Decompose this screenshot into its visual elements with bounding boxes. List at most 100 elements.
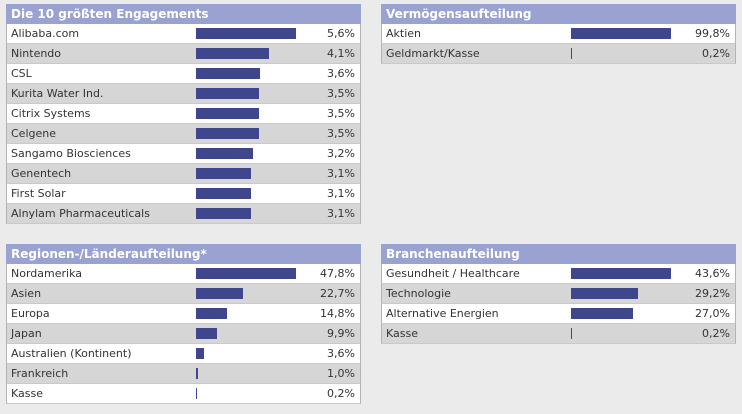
item-label: Australien (Kontinent) <box>11 347 132 360</box>
percent-bar <box>196 48 269 59</box>
percent-value: 3,6% <box>327 347 355 360</box>
item-label: Kasse <box>11 387 43 400</box>
percent-bar <box>196 368 198 379</box>
item-label: Japan <box>11 327 42 340</box>
list-item: Technologie 29,2% <box>381 284 736 304</box>
percent-value: 22,7% <box>320 287 355 300</box>
panel-top-holdings: Die 10 größten Engagements Alibaba.com 5,… <box>6 4 361 224</box>
list-item: CSL 3,6% <box>6 64 361 84</box>
item-label: Genentech <box>11 167 72 180</box>
list-item: First Solar 3,1% <box>6 184 361 204</box>
item-label: Alibaba.com <box>11 27 80 40</box>
percent-value: 3,5% <box>327 107 355 120</box>
item-label: Europa <box>11 307 50 320</box>
list-item: Genentech 3,1% <box>6 164 361 184</box>
list-item: Kasse 0,2% <box>381 324 736 344</box>
item-label: Sangamo Biosciences <box>11 147 131 160</box>
list-item: Nordamerika 47,8% <box>6 264 361 284</box>
percent-value: 3,1% <box>327 187 355 200</box>
list-item: Gesundheit / Healthcare 43,6% <box>381 264 736 284</box>
item-label: Nintendo <box>11 47 62 60</box>
percent-value: 47,8% <box>320 267 355 280</box>
percent-bar <box>196 328 217 339</box>
list-item: Asien 22,7% <box>6 284 361 304</box>
panel-title: Regionen-/Länderaufteilung* <box>6 244 361 264</box>
panel-rows: Aktien 99,8% Geldmarkt/Kasse 0,2% <box>381 24 736 64</box>
percent-bar <box>196 348 204 359</box>
percent-value: 0,2% <box>702 47 730 60</box>
percent-bar <box>196 68 260 79</box>
list-item: Alnylam Pharmaceuticals 3,1% <box>6 204 361 224</box>
panel-rows: Alibaba.com 5,6% Nintendo 4,1% CSL 3,6% Kurita… <box>6 24 361 224</box>
item-label: Gesundheit / Healthcare <box>386 267 520 280</box>
list-item: Alibaba.com 5,6% <box>6 24 361 44</box>
item-label: Asien <box>11 287 42 300</box>
percent-bar <box>571 28 671 39</box>
percent-value: 3,2% <box>327 147 355 160</box>
percent-bar <box>571 288 638 299</box>
list-item: Nintendo 4,1% <box>6 44 361 64</box>
panel-rows: Gesundheit / Healthcare 43,6% Technologie 2… <box>381 264 736 344</box>
list-item: Citrix Systems 3,5% <box>6 104 361 124</box>
list-item: Aktien 99,8% <box>381 24 736 44</box>
list-item: Sangamo Biosciences 3,2% <box>6 144 361 164</box>
item-label: Nordamerika <box>11 267 82 280</box>
list-item: Celgene 3,5% <box>6 124 361 144</box>
percent-bar <box>196 148 253 159</box>
panel-title: Branchenaufteilung <box>381 244 736 264</box>
percent-bar <box>571 308 633 319</box>
percent-bar <box>196 188 251 199</box>
percent-bar <box>196 128 259 139</box>
percent-bar <box>196 268 296 279</box>
item-label: First Solar <box>11 187 66 200</box>
percent-value: 0,2% <box>327 387 355 400</box>
panel-title: Vermögensaufteilung <box>381 4 736 24</box>
item-label: Celgene <box>11 127 56 140</box>
item-label: Alnylam Pharmaceuticals <box>11 207 150 220</box>
percent-bar <box>571 48 572 59</box>
item-label: Frankreich <box>11 367 69 380</box>
percent-bar <box>196 388 197 399</box>
percent-bar <box>196 88 259 99</box>
item-label: Citrix Systems <box>11 107 91 120</box>
percent-bar <box>196 28 296 39</box>
percent-value: 3,5% <box>327 87 355 100</box>
percent-bar <box>196 108 259 119</box>
percent-value: 9,9% <box>327 327 355 340</box>
percent-value: 0,2% <box>702 327 730 340</box>
percent-value: 14,8% <box>320 307 355 320</box>
percent-value: 3,6% <box>327 67 355 80</box>
percent-value: 3,1% <box>327 207 355 220</box>
list-item: Japan 9,9% <box>6 324 361 344</box>
percent-bar <box>196 288 243 299</box>
percent-bar <box>196 168 251 179</box>
percent-value: 99,8% <box>695 27 730 40</box>
percent-bar <box>196 208 251 219</box>
item-label: Kasse <box>386 327 418 340</box>
panel-sectors: Branchenaufteilung Gesundheit / Healthca… <box>381 244 736 344</box>
percent-bar <box>571 268 671 279</box>
list-item: Alternative Energien 27,0% <box>381 304 736 324</box>
item-label: Aktien <box>386 27 422 40</box>
item-label: CSL <box>11 67 32 80</box>
percent-value: 27,0% <box>695 307 730 320</box>
percent-value: 5,6% <box>327 27 355 40</box>
percent-bar <box>571 328 572 339</box>
panel-asset-allocation: Vermögensaufteilung Aktien 99,8% Geldmarkt… <box>381 4 736 64</box>
list-item: Europa 14,8% <box>6 304 361 324</box>
percent-value: 43,6% <box>695 267 730 280</box>
panel-rows: Nordamerika 47,8% Asien 22,7% Europa 14,8% Jap… <box>6 264 361 404</box>
list-item: Australien (Kontinent) 3,6% <box>6 344 361 364</box>
percent-bar <box>196 308 227 319</box>
item-label: Technologie <box>386 287 451 300</box>
percent-value: 3,5% <box>327 127 355 140</box>
list-item: Kasse 0,2% <box>6 384 361 404</box>
percent-value: 3,1% <box>327 167 355 180</box>
item-label: Alternative Energien <box>386 307 499 320</box>
list-item: Kurita Water Ind. 3,5% <box>6 84 361 104</box>
percent-value: 29,2% <box>695 287 730 300</box>
list-item: Geldmarkt/Kasse 0,2% <box>381 44 736 64</box>
item-label: Geldmarkt/Kasse <box>386 47 480 60</box>
percent-value: 1,0% <box>327 367 355 380</box>
panel-regions: Regionen-/Länderaufteilung* Nordamerika 4… <box>6 244 361 404</box>
